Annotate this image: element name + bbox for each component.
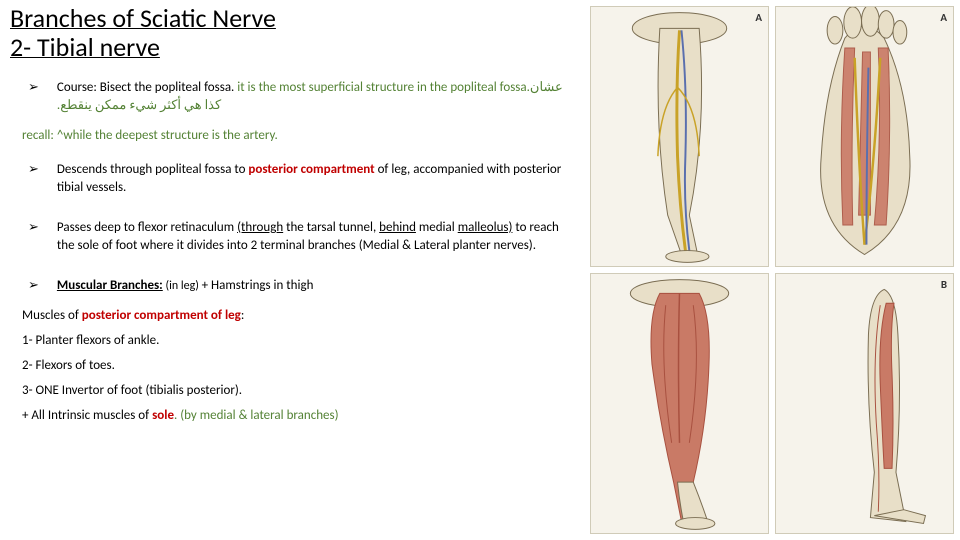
chevron-icon: ➢ (28, 277, 39, 295)
muscle-line-4: + All Intrinsic muscles of sole. (by med… (22, 408, 570, 423)
leg-nerve-icon (591, 7, 768, 266)
ml4-red: sole (152, 408, 174, 423)
foot-plantar-icon (776, 7, 953, 266)
b4-bold: Muscular Branches: (57, 278, 163, 293)
page-title: Branches of Sciatic Nerve 2- Tibial nerv… (10, 4, 570, 61)
bullet-4-text: Muscular Branches: (in leg) + Hamstrings… (57, 277, 314, 295)
muscle-line-1: 1- Planter flexors of ankle. (22, 333, 570, 348)
bullet-1: ➢ Course: Bisect the popliteal fossa. it… (10, 79, 570, 115)
b3-pre: Passes deep to flexor retinaculum (57, 220, 237, 235)
bullet-2: ➢ Descends through popliteal fossa to po… (10, 161, 570, 197)
muscle-line-2: 2- Flexors of toes. (22, 358, 570, 373)
figure-leg-nerve: A (590, 6, 769, 267)
ml4-green: . (by medial & lateral branches) (174, 408, 339, 423)
figure-grid: A A (590, 6, 954, 534)
bullet-1-text: Course: Bisect the popliteal fossa. it i… (57, 79, 570, 115)
leg-posterior-icon (591, 274, 768, 533)
figure-badge: A (940, 11, 947, 24)
figure-leg-lateral: B (775, 273, 954, 534)
muscles-heading: Muscles of posterior compartment of leg: (22, 308, 570, 323)
recall-text: ^while the deepest structure is the arte… (57, 128, 278, 143)
b1-green: it is the most superficial structure in … (237, 80, 530, 95)
chevron-icon: ➢ (28, 161, 39, 197)
recall-label: recall: (22, 128, 57, 143)
chevron-icon: ➢ (28, 219, 39, 255)
b3-u2: behind (379, 220, 416, 235)
ml4-pre: + All Intrinsic muscles of (22, 408, 152, 423)
b3-mid2: medial (416, 220, 458, 235)
b1-pre: Course: Bisect the popliteal fossa. (57, 80, 237, 95)
figure-foot-plantar: A (775, 6, 954, 267)
bullet-2-text: Descends through popliteal fossa to post… (57, 161, 570, 197)
b4-sub: (in leg) (163, 279, 202, 293)
title-line2: 2- Tibial nerve (10, 31, 160, 63)
b3-u3: malleolus) (458, 220, 513, 235)
bullet-4: ➢ Muscular Branches: (in leg) + Hamstrin… (10, 277, 570, 295)
bullet-3-text: Passes deep to flexor retinaculum (throu… (57, 219, 570, 255)
b2-pre: Descends through popliteal fossa to (57, 162, 249, 177)
b2-red: posterior compartment (248, 162, 374, 177)
title-line1: Branches of Sciatic Nerve (10, 2, 276, 34)
figure-badge: A (755, 11, 762, 24)
mh-red: posterior compartment of leg (82, 308, 241, 323)
mh-post: : (241, 308, 244, 323)
recall-line: recall: ^while the deepest structure is … (22, 128, 570, 143)
b3-u1: (through (237, 220, 283, 235)
chevron-icon: ➢ (28, 79, 39, 115)
mh-pre: Muscles of (22, 308, 82, 323)
bullet-3: ➢ Passes deep to flexor retinaculum (thr… (10, 219, 570, 255)
b4-plus: + Hamstrings in thigh (202, 278, 314, 293)
figure-badge: B (941, 278, 947, 291)
figure-leg-posterior (590, 273, 769, 534)
b3-mid1: the tarsal tunnel, (283, 220, 379, 235)
leg-lateral-icon (776, 274, 953, 533)
muscle-line-3: 3- ONE Invertor of foot (tibialis poster… (22, 383, 570, 398)
